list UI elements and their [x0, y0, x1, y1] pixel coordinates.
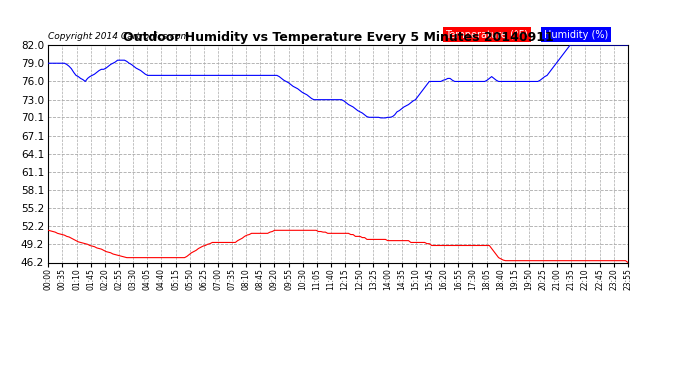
Text: Copyright 2014 Cartronics.com: Copyright 2014 Cartronics.com [48, 32, 190, 40]
Text: Temperature (°F): Temperature (°F) [445, 30, 529, 40]
Title: Outdoor Humidity vs Temperature Every 5 Minutes 20140911: Outdoor Humidity vs Temperature Every 5 … [123, 31, 553, 44]
Text: Humidity (%): Humidity (%) [544, 30, 608, 40]
